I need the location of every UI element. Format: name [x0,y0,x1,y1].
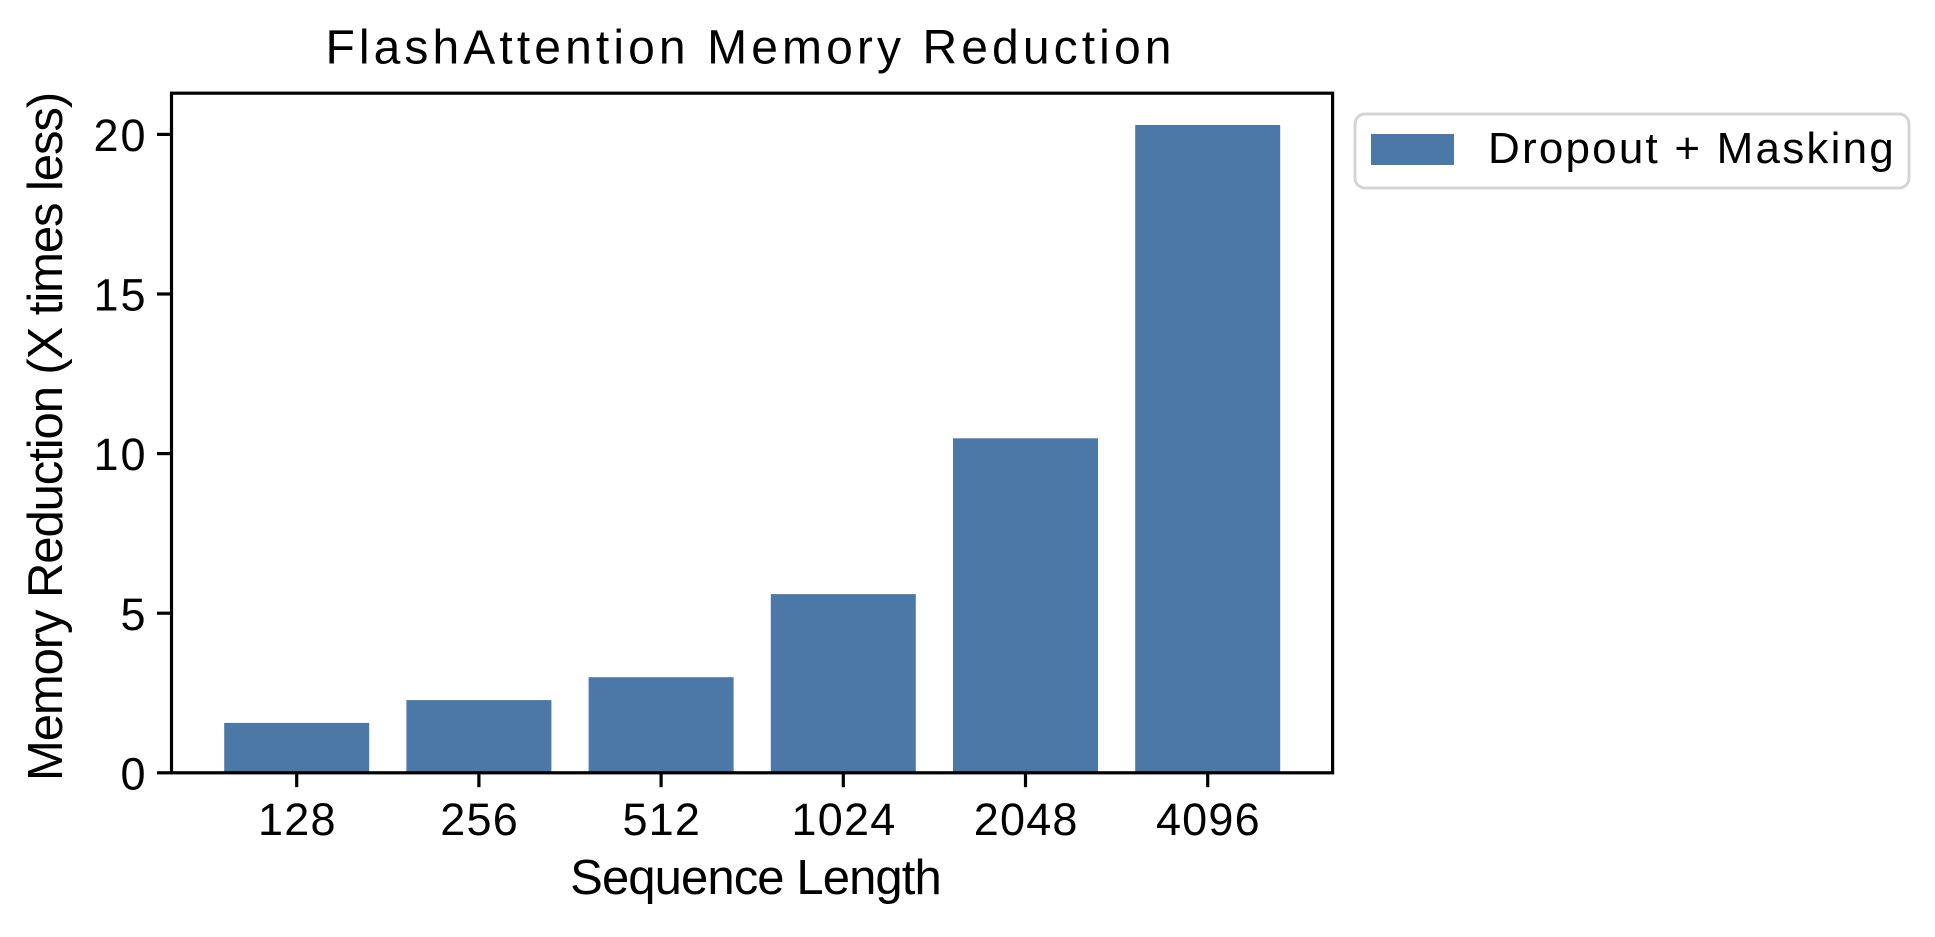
svg-text:20: 20 [93,110,147,161]
svg-text:512: 512 [622,794,701,845]
svg-text:256: 256 [440,794,519,845]
svg-text:2048: 2048 [974,794,1079,845]
svg-text:Dropout + Masking: Dropout + Masking [1488,124,1896,173]
svg-text:Sequence Length: Sequence Length [570,851,941,905]
svg-text:FlashAttention Memory Reductio: FlashAttention Memory Reduction [325,22,1175,75]
svg-text:4096: 4096 [1156,794,1261,845]
svg-text:0: 0 [120,748,147,799]
svg-text:10: 10 [93,429,147,480]
svg-text:Memory Reduction (X times less: Memory Reduction (X times less) [19,93,73,781]
svg-text:15: 15 [93,270,147,321]
svg-text:1024: 1024 [792,794,897,845]
svg-text:128: 128 [258,794,337,845]
svg-text:5: 5 [120,589,147,640]
